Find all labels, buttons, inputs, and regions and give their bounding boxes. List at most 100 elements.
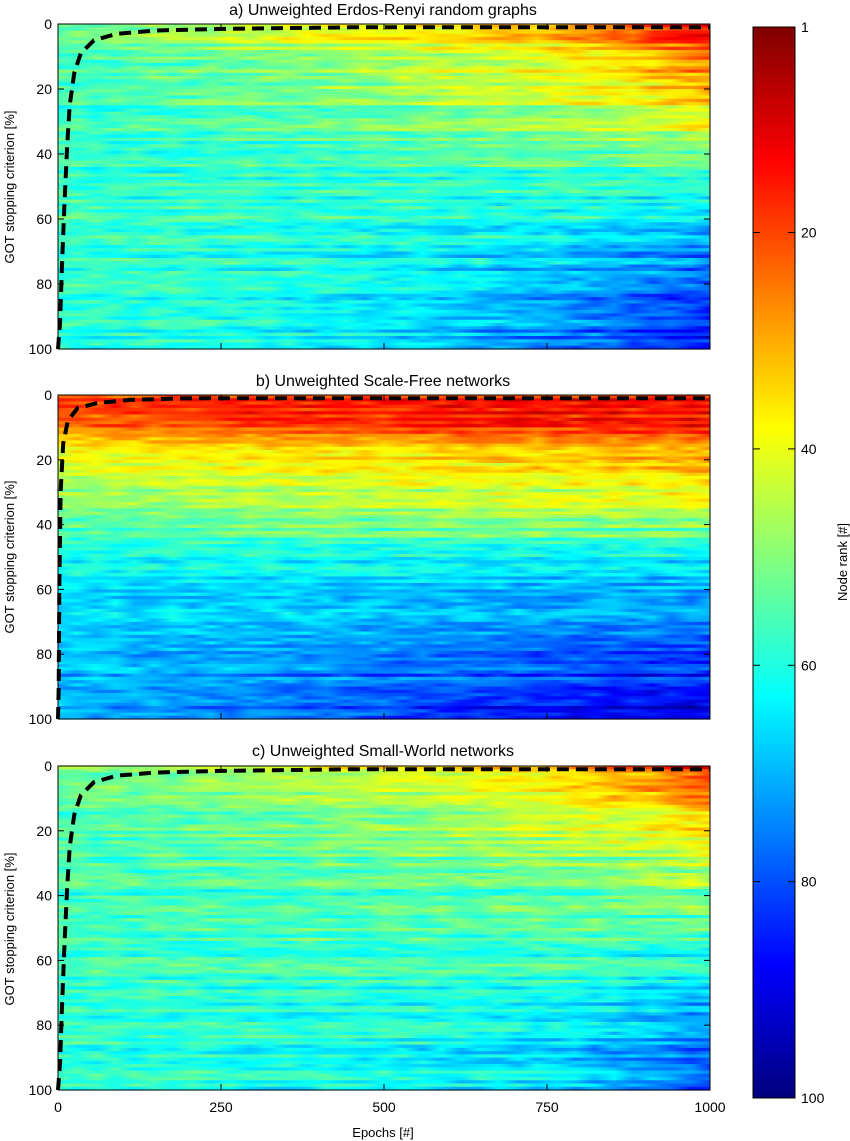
heatmap-row	[58, 212, 710, 217]
heatmap-row	[58, 40, 710, 45]
heatmap-row	[58, 618, 710, 623]
heatmap-row	[58, 989, 710, 994]
heatmap-row	[58, 663, 710, 668]
heatmap-row	[58, 303, 710, 308]
panel-a-plot: 0 20 40 60 80 100	[29, 16, 711, 357]
heatmap-row	[58, 918, 710, 923]
heatmap-row	[58, 589, 710, 594]
heatmap-row	[58, 847, 710, 851]
heatmap-row	[58, 50, 710, 54]
heatmap-row	[58, 527, 710, 532]
heatmap-row	[58, 638, 710, 642]
heatmap-row	[58, 944, 710, 949]
y-tick-label: 60	[36, 952, 52, 968]
heatmap-row	[58, 134, 710, 139]
y-tick-label: 80	[36, 646, 52, 662]
heatmap-row	[58, 111, 710, 116]
heatmap-row	[58, 566, 710, 571]
heatmap-row	[58, 553, 710, 558]
heatmap-row	[58, 66, 710, 71]
heatmap-row	[58, 680, 710, 684]
heatmap-row	[58, 173, 710, 178]
heatmap-row	[58, 144, 710, 149]
heatmap-row	[58, 495, 710, 500]
heatmap-row	[58, 856, 710, 861]
heatmap-row	[58, 167, 710, 171]
heatmap-row	[58, 108, 710, 113]
heatmap-row	[58, 37, 710, 41]
heatmap-row	[58, 219, 710, 223]
heatmap-row	[58, 404, 710, 409]
heatmap-row	[58, 608, 710, 613]
panel-c-ylabel: GOT stopping criterion [%]	[2, 853, 17, 1006]
heatmap-row	[58, 420, 710, 425]
y-tick-label: 40	[36, 146, 52, 162]
heatmap-row	[58, 206, 710, 210]
heatmap-row	[58, 885, 710, 890]
heatmap-row	[58, 1031, 710, 1036]
heatmap-row	[58, 582, 710, 587]
y-tick-label: 20	[36, 81, 52, 97]
heatmap-row	[58, 261, 710, 266]
heatmap-row	[58, 660, 710, 665]
heatmap-row	[58, 118, 710, 123]
heatmap-row	[58, 401, 710, 406]
heatmap-row	[58, 811, 710, 816]
dashed-boundary-line	[56, 396, 710, 720]
heatmap-row	[58, 319, 710, 324]
heatmap-row	[58, 1077, 710, 1081]
panel-b-title: b) Unweighted Scale-Free networks	[256, 373, 510, 390]
heatmap-row	[58, 85, 710, 90]
heatmap-row	[58, 258, 710, 262]
panel-b-ylabel: GOT stopping criterion [%]	[2, 481, 17, 634]
heatmap-row	[58, 895, 710, 900]
heatmap-row	[58, 612, 710, 616]
heatmap-row	[58, 859, 710, 864]
heatmap-row	[58, 518, 710, 522]
heatmap-row	[58, 905, 710, 910]
heatmap-row	[58, 827, 710, 832]
heatmap-row	[58, 514, 710, 519]
heatmap-row	[58, 33, 710, 38]
heatmap-row	[58, 1073, 710, 1078]
heatmap-row	[58, 505, 710, 509]
heatmap-row	[58, 521, 710, 526]
heatmap-row	[58, 911, 710, 916]
heatmap-row	[58, 222, 710, 227]
y-tick-label: 0	[44, 758, 52, 774]
heatmap-row	[58, 284, 710, 288]
heatmap-row	[58, 999, 710, 1004]
heatmap-row	[58, 297, 710, 301]
heatmap-row	[58, 650, 710, 655]
heatmap-row	[58, 534, 710, 539]
heatmap-row	[58, 689, 710, 694]
heatmap-row	[58, 798, 710, 803]
heatmap-row	[58, 702, 710, 707]
heatmap-row	[58, 407, 710, 412]
heatmap-row	[58, 683, 710, 688]
heatmap-row	[58, 128, 710, 132]
heatmap-row	[58, 215, 710, 220]
heatmap-row	[58, 1025, 710, 1030]
heatmap-row	[58, 202, 710, 207]
heatmap-row	[58, 1067, 710, 1072]
colorbar-gradient	[752, 26, 796, 1099]
heatmap-row	[58, 1080, 710, 1085]
heatmap-row	[58, 686, 710, 691]
heatmap-row	[58, 953, 710, 958]
heatmap-row	[58, 976, 710, 981]
heatmap-row	[58, 105, 710, 110]
y-tick-label: 40	[36, 517, 52, 533]
heatmap-row	[58, 837, 710, 842]
heatmap-row	[58, 821, 710, 825]
heatmap-row	[58, 414, 710, 419]
heatmap-row	[58, 277, 710, 282]
heatmap-row	[58, 657, 710, 662]
heatmap-row	[58, 586, 710, 590]
heatmap-row	[58, 59, 710, 64]
heatmap-row	[58, 56, 710, 61]
heatmap-row	[58, 595, 710, 600]
heatmap-row	[58, 137, 710, 142]
heatmap-row	[58, 1070, 710, 1075]
